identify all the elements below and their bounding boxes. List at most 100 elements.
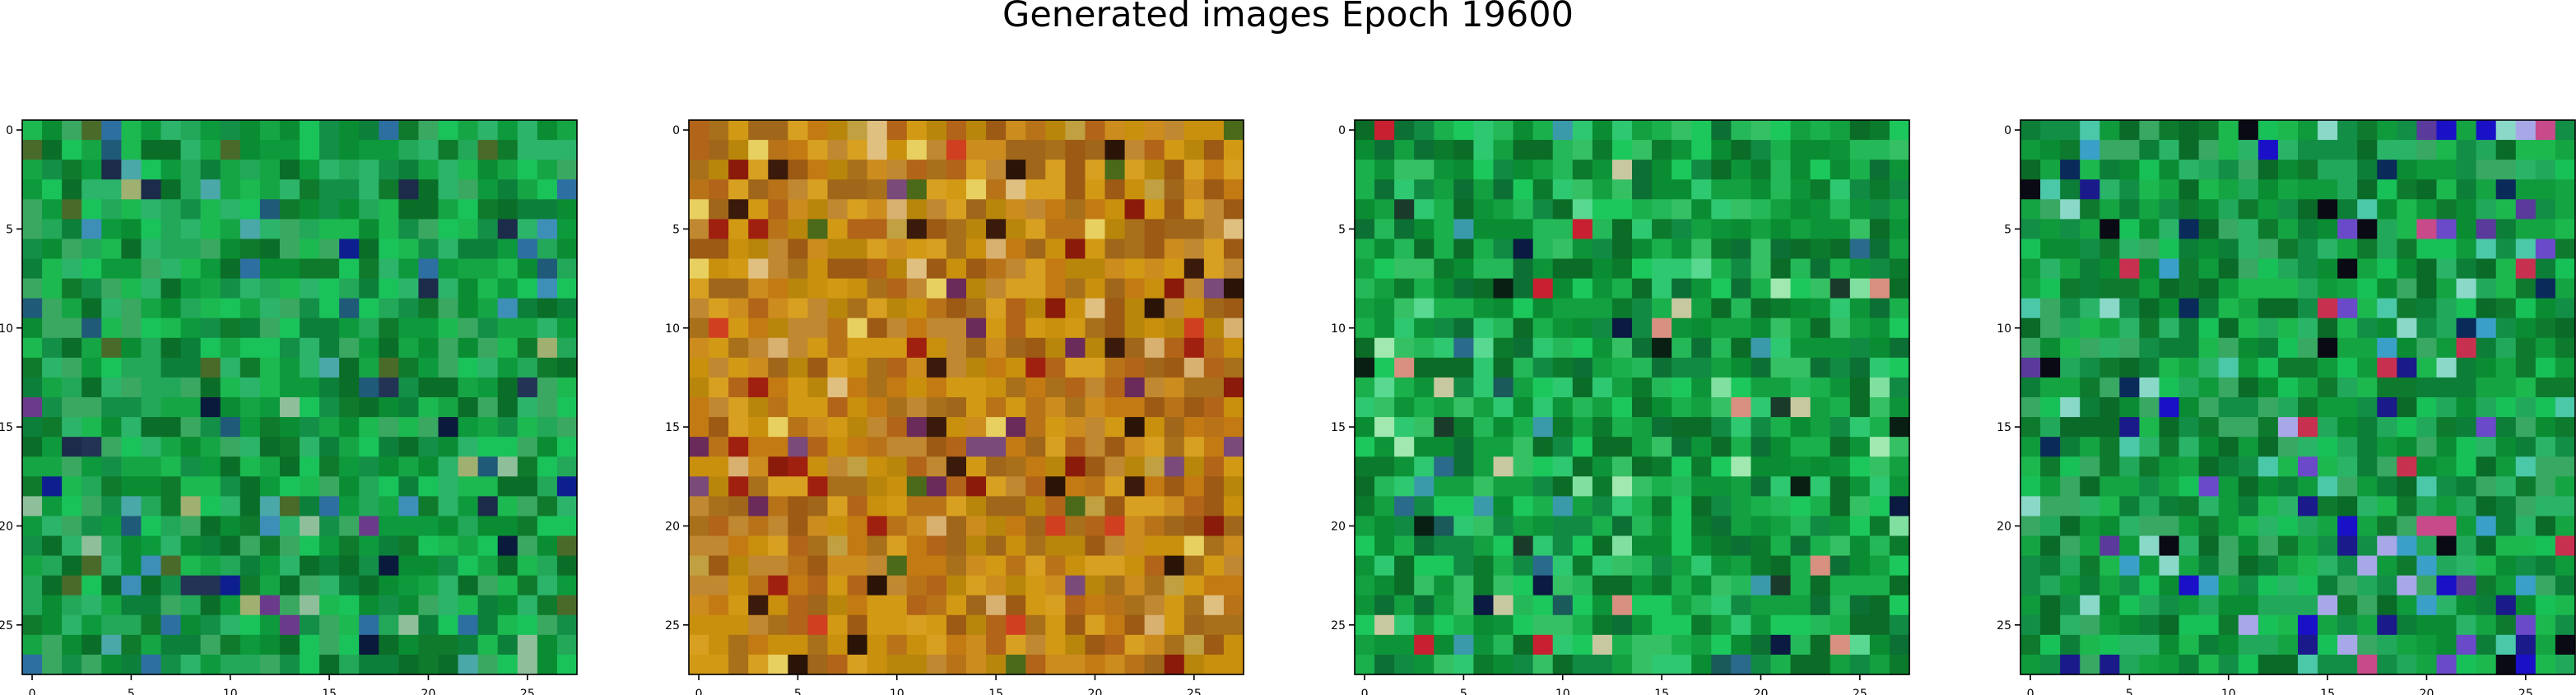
pixel-cell — [1473, 120, 1495, 141]
pixel-cell — [537, 377, 558, 398]
pixel-cell — [1751, 219, 1772, 240]
pixel-cell — [1572, 654, 1593, 675]
pixel-cell — [81, 298, 102, 319]
pixel-cell — [477, 614, 499, 636]
pixel-cell — [1124, 634, 1146, 656]
pixel-cell — [1830, 219, 1851, 240]
pixel-cell — [497, 278, 518, 299]
pixel-cell — [1652, 278, 1672, 299]
pixel-cell — [2218, 437, 2239, 457]
pixel-cell — [62, 595, 82, 616]
pixel-cell — [2515, 278, 2536, 299]
pixel-cell — [1672, 298, 1692, 319]
pixel-cell — [2436, 140, 2457, 160]
pixel-cell — [847, 634, 868, 656]
pixel-cell — [1652, 456, 1672, 477]
y-tick-label: 10 — [0, 322, 13, 336]
pixel-cell — [1849, 476, 1871, 497]
pixel-cell — [2555, 357, 2576, 378]
pixel-cell — [1104, 337, 1126, 359]
pixel-cell — [458, 476, 479, 497]
pixel-cell — [2318, 417, 2338, 438]
pixel-cell — [966, 496, 987, 517]
pixel-cell — [2456, 417, 2477, 438]
pixel-cell — [847, 377, 868, 398]
pixel-cell — [1006, 614, 1026, 636]
pixel-cell — [1394, 614, 1415, 636]
pixel-cell — [1394, 278, 1415, 299]
pixel-cell — [1611, 357, 1633, 378]
pixel-cell — [556, 456, 578, 477]
pixel-cell — [22, 614, 43, 636]
pixel-cell — [2139, 456, 2160, 477]
pixel-cell — [2060, 614, 2081, 636]
pixel-cell — [200, 140, 221, 160]
pixel-cell — [477, 397, 499, 418]
pixel-cell — [768, 595, 788, 616]
pixel-cell — [2416, 476, 2438, 497]
pixel-cell — [2436, 496, 2457, 517]
pixel-cell — [2159, 337, 2180, 359]
pixel-cell — [1869, 476, 1890, 497]
pixel-cell — [2257, 179, 2279, 200]
pixel-cell — [1453, 219, 1475, 240]
pixel-cell — [748, 496, 769, 517]
pixel-cell — [22, 595, 43, 616]
pixel-cell — [1355, 634, 1375, 656]
pixel-cell — [2139, 258, 2160, 280]
pixel-cell — [689, 278, 709, 299]
pixel-cell — [1552, 397, 1574, 418]
pixel-cell — [42, 595, 63, 616]
pixel-cell — [220, 199, 241, 220]
pixel-cell — [2476, 258, 2497, 280]
pixel-cell — [1532, 535, 1554, 557]
pixel-cell — [1144, 654, 1165, 675]
pixel-cell — [1085, 535, 1106, 557]
pixel-cell — [2515, 357, 2536, 378]
pixel-cell — [966, 634, 987, 656]
pixel-cell — [2416, 437, 2438, 457]
pixel-cell — [1770, 634, 1792, 656]
pixel-cell — [1164, 298, 1185, 319]
pixel-cell — [259, 654, 281, 675]
pixel-cell — [1025, 377, 1046, 398]
pixel-cell — [1889, 377, 1910, 398]
pixel-cell — [438, 595, 459, 616]
pixel-cell — [1849, 437, 1871, 457]
pixel-cell — [1355, 516, 1375, 537]
pixel-cell — [418, 535, 439, 557]
pixel-cell — [1473, 140, 1495, 160]
pixel-cell — [339, 476, 360, 497]
pixel-cell — [966, 555, 987, 577]
pixel-cell — [926, 298, 947, 319]
pixel-cell — [1355, 179, 1375, 200]
pixel-cell — [2060, 595, 2081, 616]
pixel-cell — [2397, 337, 2418, 359]
pixel-cell — [517, 160, 538, 180]
pixel-cell — [1065, 417, 1086, 438]
pixel-cell — [1572, 298, 1593, 319]
pixel-cell — [1203, 357, 1225, 378]
pixel-cell — [180, 535, 202, 557]
pixel-cell — [1532, 120, 1554, 141]
pixel-cell — [926, 575, 947, 596]
pixel-cell — [2119, 179, 2141, 200]
x-tick-label: 20 — [1088, 688, 1103, 695]
pixel-cell — [2495, 516, 2517, 537]
pixel-cell — [2456, 337, 2477, 359]
pixel-cell — [1183, 456, 1205, 477]
pixel-cell — [847, 278, 868, 299]
pixel-cell — [1124, 298, 1146, 319]
pixel-cell — [1711, 456, 1732, 477]
pixel-cell — [438, 535, 459, 557]
pixel-cell — [1611, 496, 1633, 517]
pixel-cell — [788, 496, 809, 517]
pixel-cell — [458, 357, 479, 378]
pixel-cell — [319, 575, 340, 596]
pixel-cell — [2040, 654, 2061, 675]
pixel-cell — [1453, 555, 1475, 577]
pixel-cell — [339, 298, 360, 319]
x-tick-label: 0 — [1361, 688, 1369, 695]
pixel-cell — [1453, 258, 1475, 280]
